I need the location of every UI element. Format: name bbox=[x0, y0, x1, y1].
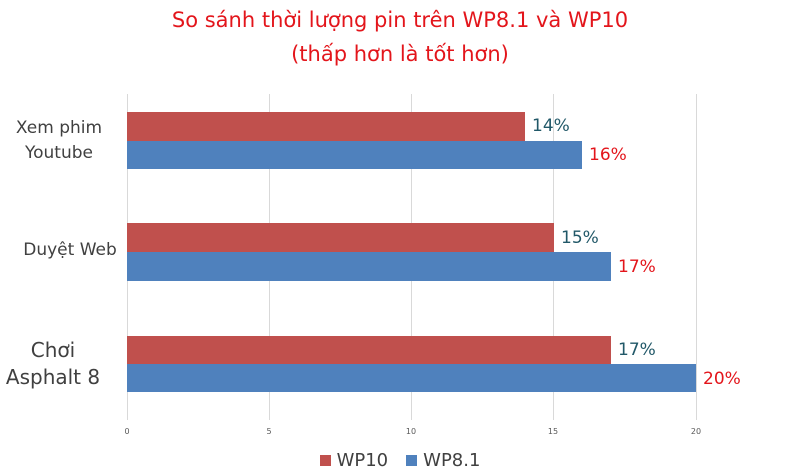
category-label-youtube: Xem phim Youtube bbox=[0, 116, 118, 166]
chart-title-line2: (thấp hơn là tốt hơn) bbox=[291, 42, 509, 66]
legend-swatch-wp81-icon bbox=[406, 455, 418, 466]
data-label-wp81-web: 17% bbox=[618, 257, 656, 277]
bar-wp81-youtube bbox=[127, 141, 582, 169]
chart-title-line1: So sánh thời lượng pin trên WP8.1 và WP1… bbox=[171, 8, 629, 32]
category-label-line: Xem phim bbox=[15, 118, 103, 138]
gridline-20 bbox=[696, 94, 697, 420]
bar-wp10-youtube bbox=[127, 112, 525, 141]
x-tick-20: 20 bbox=[690, 427, 702, 436]
legend-label-wp81: WP8.1 bbox=[423, 450, 481, 471]
legend-item-wp81[interactable]: WP8.1 bbox=[406, 450, 480, 471]
bar-wp10-asphalt bbox=[127, 336, 611, 364]
x-tick-5: 5 bbox=[266, 427, 272, 436]
data-label-wp10-youtube: 14% bbox=[532, 116, 570, 136]
data-label-wp81-asphalt: 20% bbox=[703, 369, 741, 389]
bar-wp81-asphalt bbox=[127, 364, 696, 392]
bar-wp81-web bbox=[127, 252, 611, 281]
category-label-line: Asphalt 8 bbox=[5, 365, 101, 389]
category-label-line: Chơi bbox=[30, 338, 76, 362]
category-label-web: Duyệt Web bbox=[23, 240, 117, 260]
data-label-wp81-youtube: 16% bbox=[589, 145, 627, 165]
data-label-wp10-asphalt: 17% bbox=[618, 340, 656, 360]
bar-wp10-web bbox=[127, 223, 554, 252]
x-tick-0: 0 bbox=[124, 427, 130, 436]
legend-item-wp10[interactable]: WP10 bbox=[319, 450, 389, 471]
data-label-wp10-web: 15% bbox=[561, 228, 599, 248]
legend: WP10 WP8.1 bbox=[0, 450, 800, 471]
category-label-asphalt: Chơi Asphalt 8 bbox=[0, 337, 106, 391]
legend-label-wp10: WP10 bbox=[336, 450, 389, 471]
category-label-line: Youtube bbox=[25, 143, 93, 163]
x-tick-10: 10 bbox=[405, 427, 417, 436]
legend-swatch-wp10-icon bbox=[319, 455, 331, 466]
x-tick-15: 15 bbox=[547, 427, 559, 436]
